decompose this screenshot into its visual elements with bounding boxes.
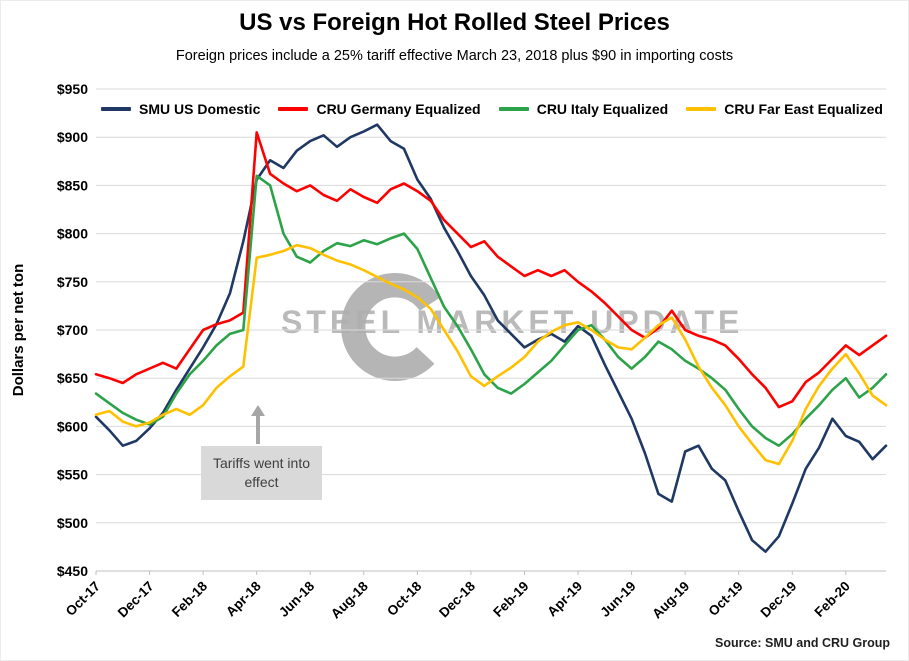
y-tick-label: $500 xyxy=(57,515,88,531)
x-tick-label: Oct-18 xyxy=(384,578,425,619)
legend-label: SMU US Domestic xyxy=(139,101,261,117)
legend-item-cru-germany: CRU Germany Equalized xyxy=(278,101,481,117)
x-tick-label: Apr-18 xyxy=(223,578,264,619)
tariff-arrow-icon xyxy=(250,405,266,445)
page-title: US vs Foreign Hot Rolled Steel Prices xyxy=(239,9,670,36)
x-tick-label: Feb-19 xyxy=(490,579,531,620)
x-tick-label: Dec-17 xyxy=(115,579,157,621)
y-tick-label: $950 xyxy=(57,81,88,97)
legend-label: CRU Far East Equalized xyxy=(724,101,883,117)
legend-label: CRU Germany Equalized xyxy=(316,101,481,117)
x-tick-label: Oct-17 xyxy=(63,579,103,619)
cru-germany-line-swatch xyxy=(278,107,309,111)
y-tick-label: $900 xyxy=(57,129,88,145)
y-tick-label: $800 xyxy=(57,226,88,242)
x-tick-label: Oct-19 xyxy=(706,579,746,619)
smu-us-domestic-line-swatch xyxy=(101,107,131,111)
legend-item-cru-far-east: CRU Far East Equalized xyxy=(686,101,883,117)
x-tick-label: Aug-18 xyxy=(328,578,371,621)
x-tick-label: Feb-18 xyxy=(169,578,211,620)
y-tick-label: $650 xyxy=(57,370,88,386)
series-line-cru-italy-equalized xyxy=(94,174,888,448)
x-tick-label: Jun-18 xyxy=(276,578,318,620)
y-tick-label: $750 xyxy=(57,274,88,290)
y-tick-label: $550 xyxy=(57,467,88,483)
x-tick-label: Dec-19 xyxy=(757,579,799,621)
cru-far-east-line-swatch xyxy=(686,107,717,111)
y-axis-title: Dollars per net ton xyxy=(10,264,27,397)
legend-item-cru-italy: CRU Italy Equalized xyxy=(498,101,669,117)
x-tick-label: Dec-18 xyxy=(436,578,478,620)
tariff-annotation: Tariffs went into effect xyxy=(201,446,322,500)
chart-legend: SMU US Domestic CRU Germany Equalized CR… xyxy=(101,101,883,117)
chart-subtitle: Foreign prices include a 25% tariff effe… xyxy=(175,48,734,64)
y-tick-label: $700 xyxy=(57,322,88,338)
source-credit: Source: SMU and CRU Group xyxy=(714,636,890,650)
y-tick-label: $850 xyxy=(57,177,88,193)
legend-label: CRU Italy Equalized xyxy=(536,101,669,117)
y-tick-label: $450 xyxy=(57,563,88,579)
y-tick-label: $600 xyxy=(57,418,88,434)
x-tick-label: Apr-19 xyxy=(544,579,585,620)
x-tick-label: Jun-19 xyxy=(597,579,638,620)
legend-item-smu-us-domestic: SMU US Domestic xyxy=(101,101,260,117)
series-line-smu-us-domestic xyxy=(94,123,888,554)
series-line-cru-germany-equalized xyxy=(94,131,888,409)
x-tick-label: Aug-19 xyxy=(649,579,692,622)
cru-italy-line-swatch xyxy=(498,107,529,111)
series-line-cru-far-east-equalized xyxy=(94,243,888,466)
x-tick-label: Feb-20 xyxy=(812,579,853,620)
